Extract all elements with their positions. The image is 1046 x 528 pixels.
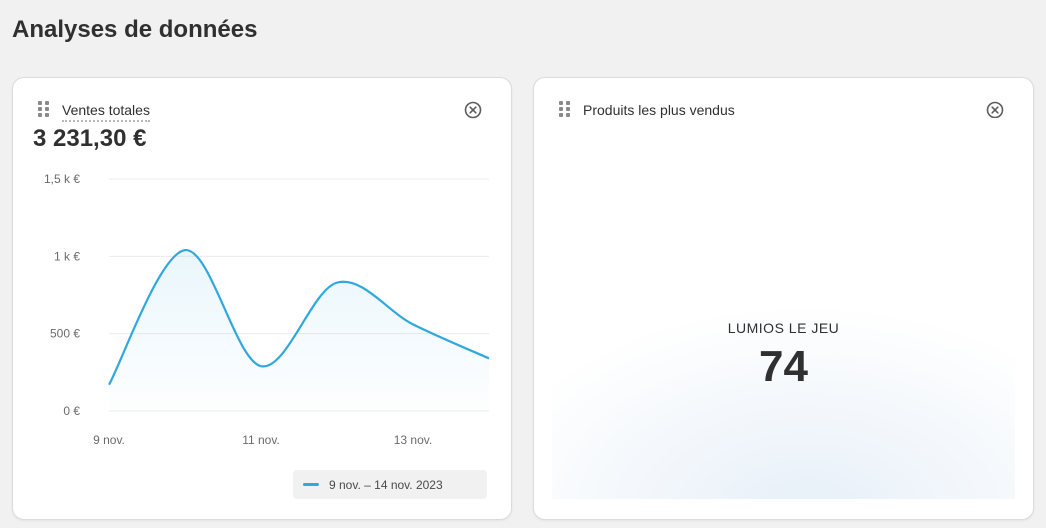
- y-tick-label: 1,5 k €: [44, 172, 80, 186]
- x-tick-label: 11 nov.: [242, 433, 280, 447]
- total-sales-card: Ventes totales 3 231,30 € 1,5 k € 1 k € 50…: [12, 77, 512, 520]
- data-point[interactable]: [104, 380, 114, 390]
- y-tick-label: 500 €: [50, 327, 80, 341]
- y-tick-label: 0 €: [63, 404, 80, 418]
- card-title-total-sales[interactable]: Ventes totales: [62, 101, 150, 122]
- legend-label: 9 nov. – 14 nov. 2023: [329, 477, 443, 492]
- sales-line-chart: 1,5 k € 1 k € 500 € 0 € 9 nov. 11 nov. 13 nov…: [44, 172, 494, 447]
- data-point[interactable]: [332, 278, 342, 288]
- top-product-count: 74: [759, 342, 808, 391]
- data-point[interactable]: [408, 319, 418, 329]
- top-product-panel: LUMIOS LE JEU 74: [552, 118, 1015, 499]
- chart-legend[interactable]: 9 nov. – 14 nov. 2023: [293, 470, 487, 499]
- drag-handle-icon[interactable]: [559, 101, 570, 117]
- total-sales-value: 3 231,30 €: [33, 125, 147, 152]
- close-icon[interactable]: [985, 100, 1005, 120]
- x-tick-label: 13 nov.: [394, 433, 432, 447]
- legend-swatch: [303, 483, 319, 486]
- y-tick-label: 1 k €: [54, 249, 80, 263]
- data-point[interactable]: [180, 245, 190, 255]
- sales-series-line: [108, 249, 490, 386]
- data-point[interactable]: [256, 361, 266, 371]
- top-products-card: Produits les plus vendus LUMIOS LE JEU 7…: [533, 77, 1034, 520]
- close-icon[interactable]: [463, 100, 483, 120]
- page-title: Analyses de données: [12, 16, 258, 43]
- top-product-name: LUMIOS LE JEU: [727, 320, 840, 336]
- drag-handle-icon[interactable]: [38, 101, 49, 117]
- x-tick-label: 9 nov.: [93, 433, 125, 447]
- data-point[interactable]: [484, 353, 494, 363]
